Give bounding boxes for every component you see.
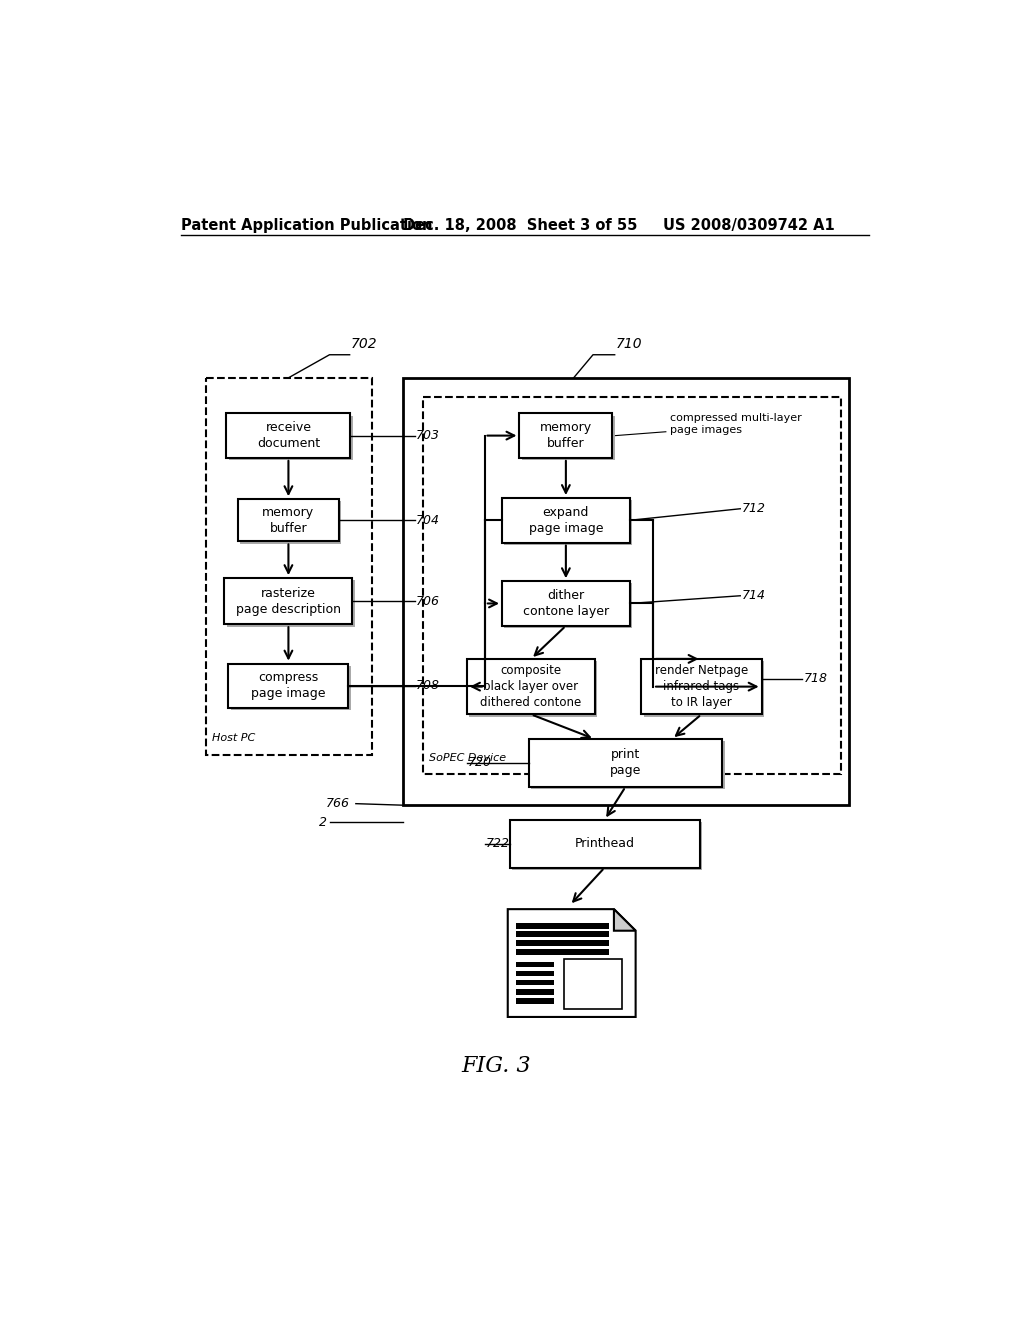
Bar [531, 742, 725, 789]
Bar [528, 739, 722, 787]
Text: 714: 714 [741, 589, 766, 602]
Polygon shape [614, 909, 636, 931]
Text: composite
black layer over
dithered contone: composite black layer over dithered cont… [480, 664, 582, 709]
Bar [423, 397, 841, 775]
Bar [515, 931, 608, 937]
Text: 712: 712 [741, 502, 766, 515]
Text: 703: 703 [417, 429, 440, 442]
Bar [226, 581, 354, 627]
Bar [515, 979, 554, 985]
Bar [467, 659, 595, 714]
Bar [510, 820, 699, 867]
Bar [241, 502, 341, 544]
Bar [502, 498, 630, 543]
Bar [228, 416, 352, 461]
Text: 720: 720 [468, 756, 493, 770]
Text: memory
buffer: memory buffer [262, 506, 314, 535]
Text: Host PC: Host PC [212, 734, 255, 743]
Bar [641, 659, 762, 714]
Bar [515, 923, 608, 929]
Text: Printhead: Printhead [574, 837, 635, 850]
Text: expand
page image: expand page image [528, 506, 603, 535]
Text: Dec. 18, 2008  Sheet 3 of 55: Dec. 18, 2008 Sheet 3 of 55 [403, 218, 638, 234]
Bar [224, 578, 352, 624]
Text: render Netpage
infrared tags
to IR layer: render Netpage infrared tags to IR layer [655, 664, 749, 709]
Text: 708: 708 [417, 680, 440, 693]
Text: Patent Application Publication: Patent Application Publication [180, 218, 432, 234]
Text: 702: 702 [350, 337, 377, 351]
Bar [644, 661, 764, 717]
Bar [206, 378, 372, 755]
Text: dither
contone layer: dither contone layer [523, 589, 609, 618]
Text: compressed multi-layer
page images: compressed multi-layer page images [671, 413, 802, 434]
Text: 706: 706 [417, 594, 440, 607]
Bar [512, 822, 701, 870]
Text: rasterize
page description: rasterize page description [236, 586, 341, 615]
Bar [515, 998, 554, 1003]
Text: receive
document: receive document [257, 421, 319, 450]
Text: FIG. 3: FIG. 3 [461, 1056, 530, 1077]
Polygon shape [508, 909, 636, 1016]
Bar [228, 664, 348, 708]
Bar [226, 413, 350, 458]
Text: compress
page image: compress page image [251, 672, 326, 701]
Text: memory
buffer: memory buffer [540, 421, 592, 450]
Text: 704: 704 [417, 513, 440, 527]
Text: US 2008/0309742 A1: US 2008/0309742 A1 [663, 218, 835, 234]
Bar [563, 960, 622, 1010]
Text: print
page: print page [610, 748, 641, 777]
Text: SoPEC Device: SoPEC Device [429, 752, 506, 763]
Text: 2: 2 [319, 816, 328, 829]
Bar [519, 413, 612, 458]
Bar [515, 949, 608, 956]
Bar [504, 500, 632, 545]
Text: 766: 766 [326, 797, 349, 810]
Bar [515, 940, 608, 946]
Bar [469, 661, 597, 717]
Text: 722: 722 [486, 837, 510, 850]
Bar [238, 499, 339, 541]
Text: 710: 710 [615, 337, 642, 351]
Bar [521, 416, 614, 461]
Text: 718: 718 [804, 672, 827, 685]
Bar [515, 970, 554, 977]
Bar [504, 583, 632, 628]
Bar [515, 989, 554, 995]
Bar [502, 581, 630, 626]
Bar [230, 665, 351, 710]
Bar [515, 961, 554, 966]
Bar [403, 378, 849, 805]
